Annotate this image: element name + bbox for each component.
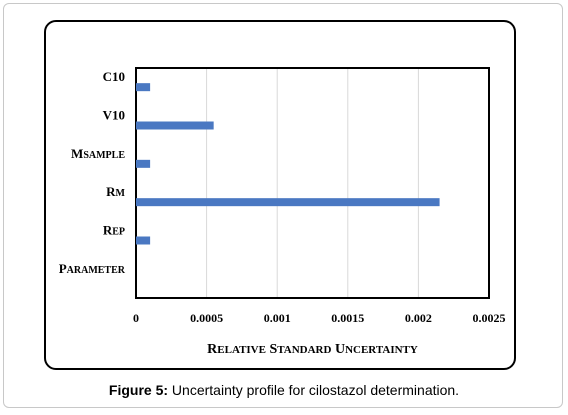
y-tick-label-msample: MSAMPLE — [71, 146, 125, 161]
y-tick-label-rm: RM — [106, 184, 125, 199]
plot-area — [135, 67, 490, 299]
x-tick-label: 0.002 — [405, 311, 432, 325]
bar-c10 — [136, 83, 151, 92]
x-tick-label: 0.0015 — [331, 311, 364, 325]
x-axis-label: RELATIVE STANDARD UNCERTAINTY — [207, 342, 418, 357]
grid-lines — [206, 68, 419, 298]
x-tick-label: 0.0005 — [190, 311, 223, 325]
y-tick-label-rep: REP — [103, 223, 125, 238]
y-tick-label-v10: V10 — [103, 108, 125, 123]
chart-border — [44, 20, 516, 370]
bar-rep — [136, 236, 151, 245]
x-tick-label: 0 — [133, 311, 139, 325]
caption-text: Uncertainty profile for cilostazol deter… — [168, 382, 460, 398]
y-tick-label-c10: C10 — [103, 69, 125, 84]
figure-caption: Figure 5: Uncertainty profile for cilost… — [0, 382, 568, 398]
bar-rm — [136, 198, 440, 207]
y-tick-labels: PARAMETER REP RM MSAMPLE V10 C10 — [59, 69, 126, 276]
bar-v10 — [136, 121, 214, 130]
y-tick-label-parameter: PARAMETER — [59, 261, 126, 276]
caption-label: Figure 5: — [108, 382, 169, 398]
x-tick-label: 0.001 — [264, 311, 291, 325]
x-tick-label: 0.0025 — [473, 311, 506, 325]
bar-msample — [136, 159, 151, 168]
x-tick-labels: 0 0.0005 0.001 0.0015 0.002 0.0025 — [133, 311, 506, 325]
bars — [136, 83, 440, 245]
